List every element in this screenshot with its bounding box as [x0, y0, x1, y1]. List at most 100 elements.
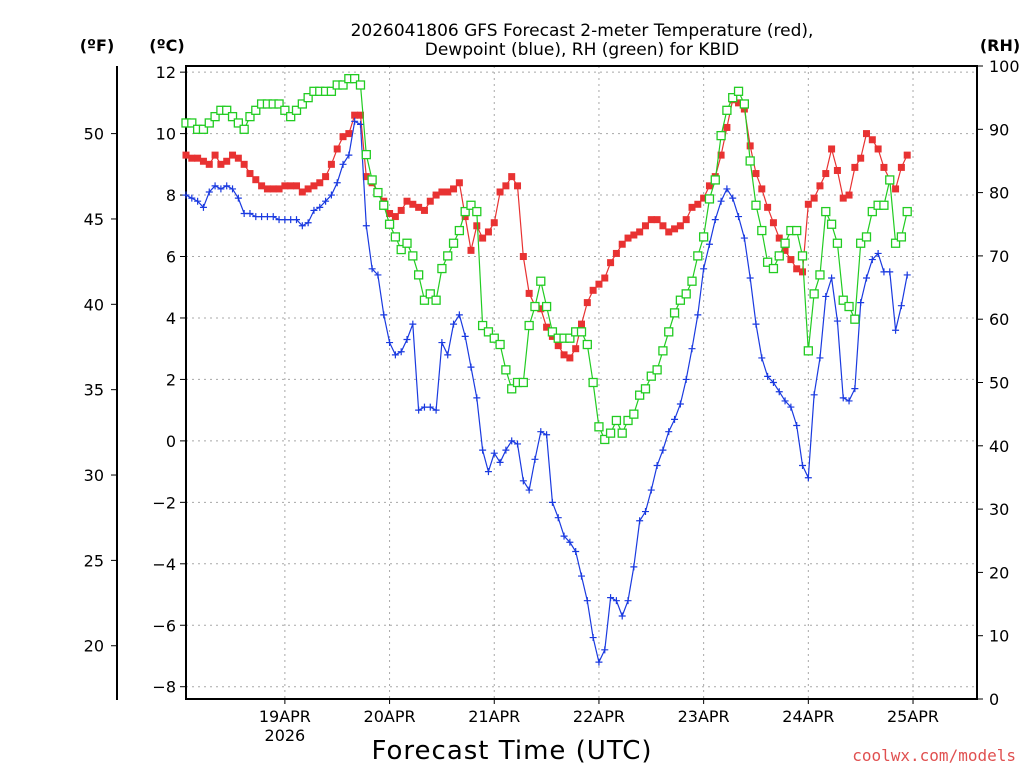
dewpoint-point: [525, 486, 533, 494]
rh-tick-label: 90: [989, 120, 1009, 139]
rh-point: [576, 327, 587, 337]
dewpoint-point: [205, 188, 213, 196]
temperature-point: [543, 323, 551, 331]
temperature-point: [676, 222, 684, 230]
celsius-tick-label: 12: [156, 63, 176, 82]
rh-point: [297, 99, 307, 109]
rh-point: [757, 225, 767, 236]
rh-point: [338, 80, 348, 90]
dewpoint-point: [351, 117, 359, 125]
temperature-series: [182, 96, 911, 362]
x-tick-label: 25APR: [887, 707, 939, 726]
temperature-point: [298, 188, 306, 196]
temperature-point: [327, 160, 335, 168]
rh-point: [733, 86, 744, 96]
temperature-point: [624, 234, 632, 242]
rh-point: [856, 238, 866, 248]
dewpoint-point: [484, 468, 492, 476]
celsius-tick-label: 0: [166, 432, 176, 451]
temperature-point: [473, 222, 481, 230]
dewpoint-point: [624, 597, 632, 605]
temperature-point: [705, 182, 713, 190]
dewpoint-point: [862, 274, 870, 282]
temperature-point: [857, 154, 865, 162]
celsius-tick-label: 10: [156, 125, 176, 144]
temperature-point: [229, 151, 237, 159]
rh-point: [605, 428, 616, 438]
dewpoint-point: [746, 274, 754, 282]
rh-point: [797, 251, 808, 261]
dewpoint-point: [612, 597, 620, 605]
temperature-point: [287, 182, 295, 190]
dewpoint-point: [595, 658, 603, 666]
temperature-point: [403, 197, 411, 205]
temperature-point: [310, 182, 318, 190]
temperature-point: [426, 197, 434, 205]
rh-tick-label: 100: [989, 57, 1020, 76]
rh-point: [483, 327, 494, 337]
rh-point: [687, 276, 697, 286]
rh-point: [419, 295, 430, 305]
x-tick-label: 23APR: [678, 707, 730, 726]
dewpoint-point: [502, 446, 510, 454]
dewpoint-point: [519, 477, 527, 485]
dewpoint-point: [839, 394, 847, 402]
temperature-point: [671, 225, 679, 233]
temperature-point: [258, 182, 266, 190]
temperature-point: [461, 213, 469, 221]
dewpoint-point: [304, 219, 312, 227]
rh-point: [379, 200, 389, 210]
celsius-tick-label: −6: [152, 616, 176, 635]
temperature-point: [589, 286, 597, 294]
rh-point: [821, 206, 831, 217]
rh-point: [832, 238, 843, 248]
temperature-point: [595, 280, 603, 288]
rh-point: [466, 200, 476, 210]
rh-point: [227, 111, 238, 122]
rh-point: [541, 301, 552, 312]
dewpoint-point: [426, 403, 434, 411]
temperature-point: [275, 185, 283, 193]
rh-point: [524, 320, 534, 331]
dewpoint-point: [735, 213, 743, 221]
rh-point: [326, 86, 337, 96]
temperature-point: [316, 179, 324, 187]
rh-point: [745, 156, 755, 166]
dewpoint-point: [438, 339, 446, 347]
rh-tick-label: 30: [989, 500, 1009, 519]
dewpoint-point: [368, 265, 376, 273]
rh-point: [460, 206, 470, 217]
temperature-point: [514, 182, 522, 190]
rh-point: [844, 301, 854, 312]
dewpoint-series: [182, 117, 911, 666]
dewpoint-point: [729, 194, 737, 202]
dewpoint-point: [467, 363, 475, 371]
temperature-point: [333, 145, 341, 153]
temperature-point: [415, 203, 423, 211]
temperature-point: [234, 154, 242, 162]
rh-point: [274, 99, 284, 109]
fahrenheit-unit-label: (ºF): [80, 36, 115, 55]
rh-tick-label: 0: [989, 690, 999, 709]
temperature-point: [240, 160, 248, 168]
celsius-tick-label: −4: [152, 555, 176, 574]
dewpoint-point: [455, 311, 463, 319]
rh-point: [693, 251, 703, 261]
rh-point: [617, 428, 627, 438]
temperature-point: [432, 191, 440, 199]
rh-point: [658, 346, 668, 356]
rh-point: [477, 320, 488, 331]
rh-point: [431, 295, 441, 305]
temperature-point: [322, 173, 330, 181]
dewpoint-point: [386, 339, 394, 347]
temperature-point: [572, 345, 580, 353]
rh-point: [239, 124, 249, 134]
rh-point: [669, 308, 680, 318]
dewpoint-point: [897, 302, 905, 310]
temperature-point: [641, 222, 649, 230]
dewpoint-point: [740, 234, 748, 242]
x-tick-label: 21APR: [468, 707, 520, 726]
rh-point: [681, 289, 691, 299]
rh-point: [303, 93, 313, 103]
dewpoint-point: [403, 335, 411, 343]
